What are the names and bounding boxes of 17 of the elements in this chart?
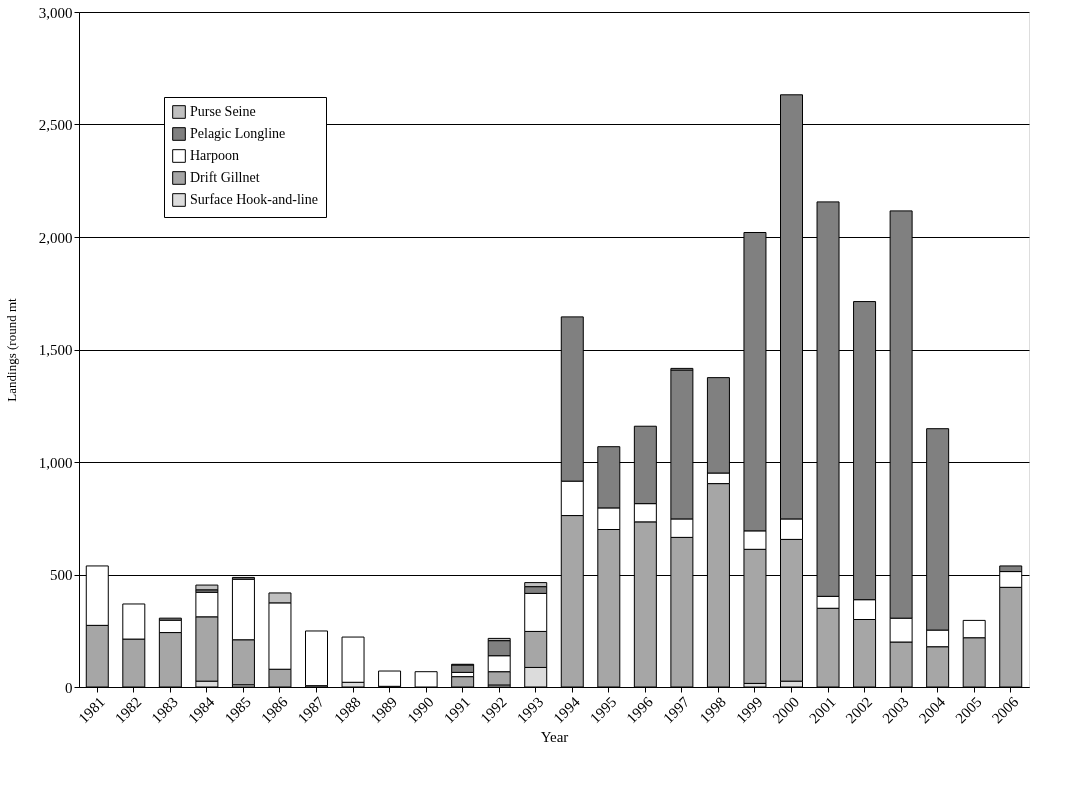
x-tick-label: 1981 [75, 693, 108, 727]
x-tick-label: 1991 [440, 693, 474, 727]
y-tick-label: 3,000 [38, 4, 73, 21]
x-tick-label: 1983 [148, 693, 181, 727]
legend-label: Purse Seine [190, 104, 256, 119]
y-tick-label: 2,500 [38, 117, 73, 133]
y-tick-label: 0 [65, 679, 73, 696]
legend-label: Surface Hook-and-line [190, 192, 318, 207]
y-tick-label: 1,000 [38, 454, 73, 471]
legend-label: Harpoon [190, 148, 239, 163]
y-tick-label: 1,500 [38, 342, 73, 358]
legend-label: Drift Gillnet [190, 170, 260, 185]
legend-label: Pelagic Longline [190, 126, 286, 141]
y-tick-label: 2,000 [38, 229, 73, 246]
x-axis-title: Year [540, 729, 569, 746]
y-tick-label: 500 [50, 567, 73, 583]
y-axis-title: Landings (round mt [3, 297, 19, 402]
